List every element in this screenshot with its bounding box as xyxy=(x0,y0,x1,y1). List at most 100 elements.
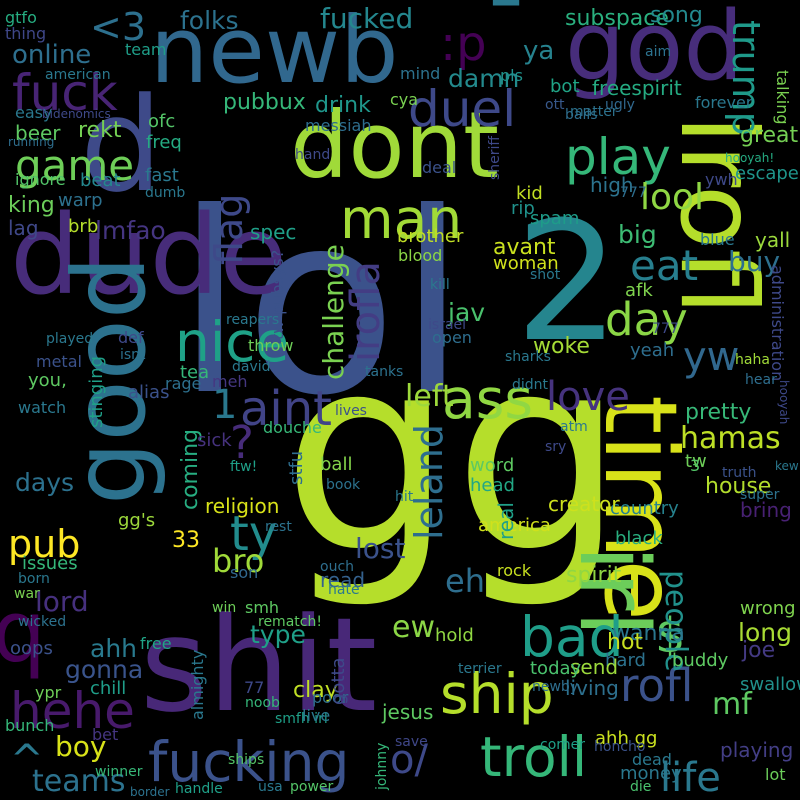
word-born: born xyxy=(18,571,50,587)
word-money: money xyxy=(620,763,682,784)
word-hit: hit xyxy=(395,489,414,505)
word-q: q xyxy=(0,583,46,682)
word-bet: bet xyxy=(92,725,119,744)
word-flag: flag xyxy=(207,193,251,265)
word-fast: fast xyxy=(145,165,179,186)
word-song: song xyxy=(650,3,703,28)
word-fucking: fucking xyxy=(148,730,350,794)
word-kew: kew xyxy=(775,459,799,473)
word-troll: troll xyxy=(480,725,588,789)
word-lol: lol xyxy=(175,159,467,450)
word-mind: mind xyxy=(400,64,441,83)
word-today: today xyxy=(530,658,582,679)
word-caret: ^ xyxy=(10,737,44,783)
word-teams: teams xyxy=(32,764,126,799)
word-aim: aim xyxy=(645,44,672,60)
word-ty: ty xyxy=(230,506,278,562)
word-terrier: terrier xyxy=(458,661,502,677)
word-smh: smh xyxy=(245,598,280,617)
word-kill: kill xyxy=(430,277,450,293)
word-dash: - xyxy=(488,0,524,45)
word-online: online xyxy=(12,40,92,70)
word-hooyah2: hooyah xyxy=(777,380,791,425)
word-3: 3 xyxy=(690,456,701,475)
word-trump: trump xyxy=(724,20,768,136)
word-warp: warp xyxy=(58,190,103,211)
word-ship: ship xyxy=(440,662,554,726)
word-hear: hear xyxy=(745,372,777,388)
word-bad: bad xyxy=(520,605,624,669)
word-sry: sry xyxy=(545,439,567,455)
word-hot: hot xyxy=(607,630,644,655)
word-ball: ball xyxy=(320,454,353,475)
word-live: live xyxy=(302,706,331,725)
word-chill: chill xyxy=(90,678,127,699)
word-word: word xyxy=(470,455,515,476)
word-son: son xyxy=(230,563,259,582)
word-woman: woman xyxy=(493,253,559,274)
word-escape: escape xyxy=(735,163,799,184)
word-2: 2 xyxy=(515,186,620,378)
word-ignore: ignore xyxy=(15,170,66,189)
word-super: super xyxy=(740,487,780,503)
word-joe: joe xyxy=(742,638,776,663)
word-brb: brb xyxy=(68,216,99,237)
word-yall: yall xyxy=(755,228,791,252)
word-easy: easy xyxy=(15,103,53,122)
word-high: high xyxy=(590,173,634,197)
word-meh: meh xyxy=(212,372,248,391)
word-creator: creator xyxy=(548,492,620,516)
word-stfu: stfu xyxy=(286,450,307,485)
word-atm: atm xyxy=(560,419,588,435)
word-handle: handle xyxy=(175,781,223,797)
word-leland: leland xyxy=(407,424,451,540)
word-pubbux: pubbux xyxy=(223,90,306,115)
word-stinging: stinging xyxy=(86,355,107,428)
word-man: man xyxy=(340,187,463,251)
word-mf: mf xyxy=(712,687,752,722)
word-game: game xyxy=(15,141,135,190)
word-winner: winner xyxy=(95,764,143,780)
word-freespirit: freespirit xyxy=(592,76,682,100)
word-spirit: spirit xyxy=(566,563,622,588)
word-israel: israel xyxy=(428,317,467,333)
word-rock: rock xyxy=(497,561,532,580)
word-matter: matter xyxy=(570,104,618,120)
word-blue: blue xyxy=(700,230,735,249)
word-long: long xyxy=(738,618,792,647)
word-forever: forever xyxy=(695,93,753,112)
word-beer: beer xyxy=(15,121,61,145)
word-hand: hand xyxy=(295,147,331,163)
word-david: david xyxy=(232,359,271,375)
word-newby: newby xyxy=(532,679,579,695)
word-hehe: hehe xyxy=(10,682,135,740)
word-drink: drink xyxy=(315,93,371,118)
word-dollar: $ xyxy=(655,608,686,664)
word-bro: bro xyxy=(212,542,265,580)
word-hamas: hamas xyxy=(680,421,781,456)
word-fucked: fucked xyxy=(320,2,414,35)
word-real: real xyxy=(494,502,518,540)
word-question: ? xyxy=(230,416,254,469)
word-didnt: didnt xyxy=(512,377,549,393)
word-douche: douche xyxy=(263,418,322,437)
word-ya: ya xyxy=(523,36,555,66)
word-irofla: irofla xyxy=(343,261,389,362)
word-save: save xyxy=(395,734,428,750)
word-ass: ass xyxy=(442,367,534,431)
word-beat: beat xyxy=(80,170,121,191)
word-damn: damn xyxy=(448,64,520,93)
word-cya: cya xyxy=(390,90,419,109)
word-great: great xyxy=(740,123,799,148)
word-bigo: o/ xyxy=(390,737,428,783)
word-tea: tea xyxy=(180,362,210,383)
word-almighty: almighty xyxy=(188,649,207,720)
word-reapers: reapers xyxy=(226,312,280,328)
word-book: book xyxy=(326,477,361,493)
word-head: head xyxy=(470,475,515,496)
word-p: :p xyxy=(440,16,487,72)
word-gotta: gotta xyxy=(328,657,349,705)
word-rest: rest xyxy=(265,519,292,535)
word-life: life xyxy=(660,755,721,800)
word-days: days xyxy=(15,468,75,497)
